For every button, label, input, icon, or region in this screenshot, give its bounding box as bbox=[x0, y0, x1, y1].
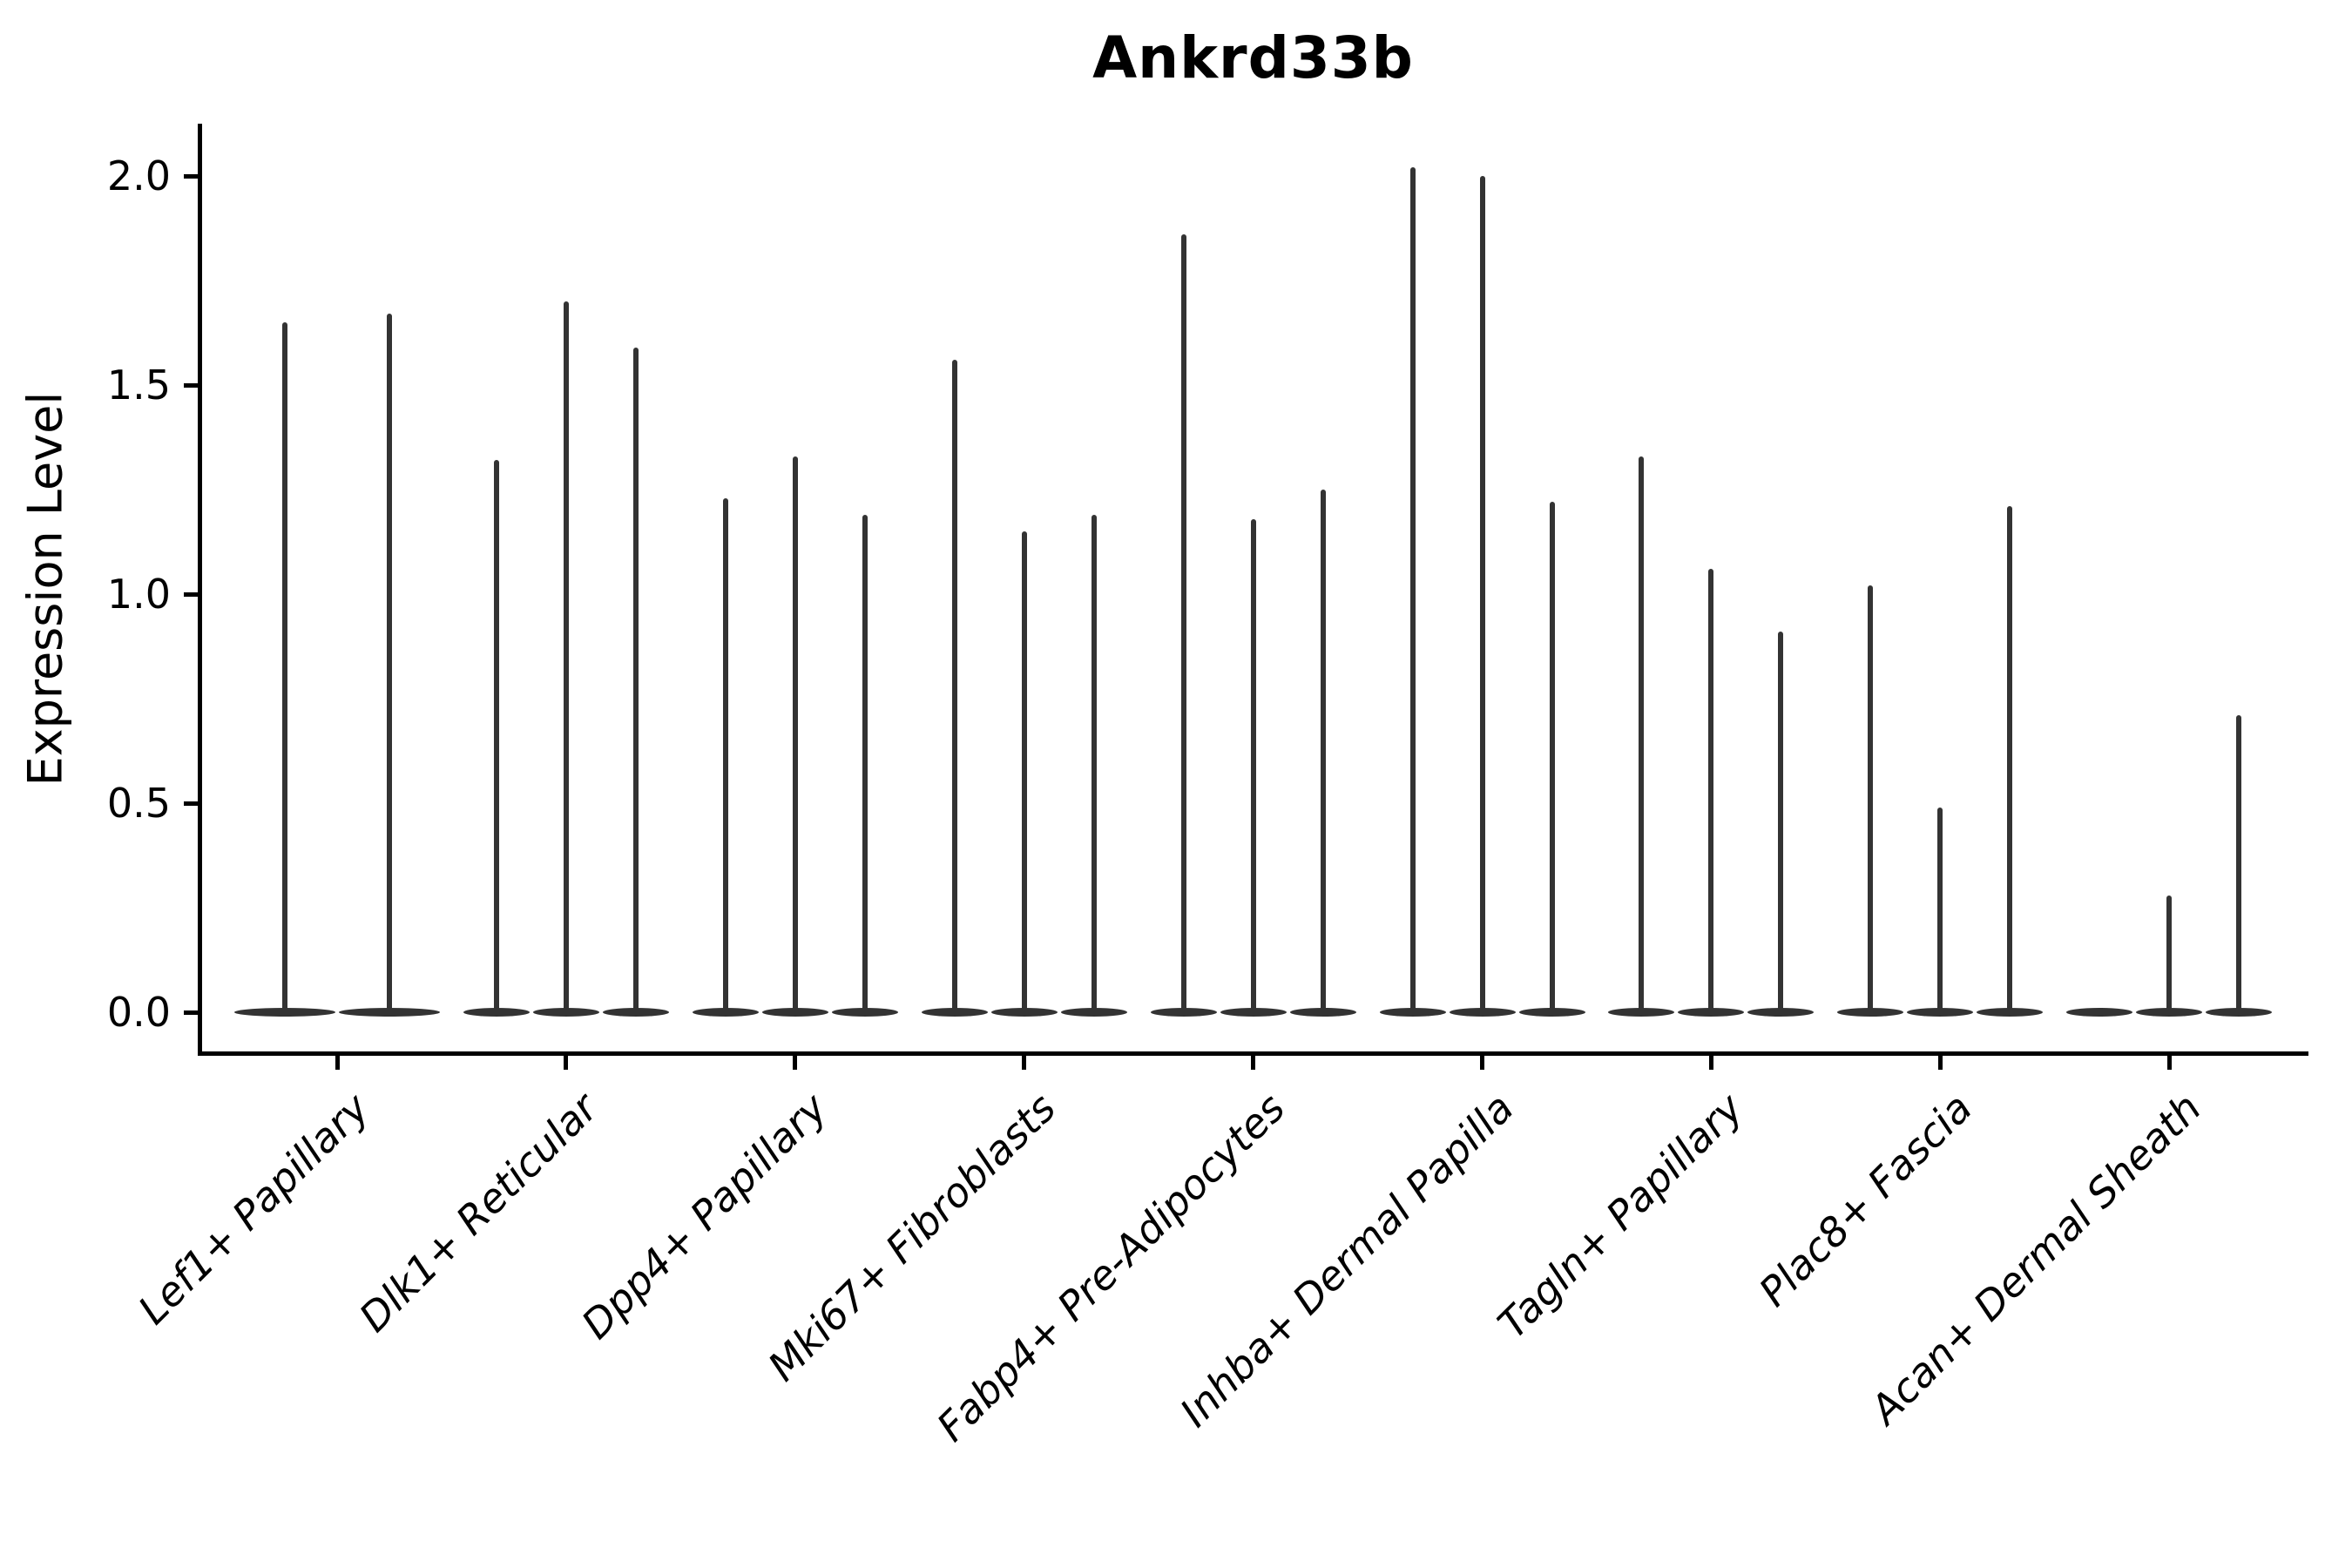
violin-spike bbox=[1479, 176, 1485, 1016]
violin-spike bbox=[951, 360, 957, 1016]
violin-spike bbox=[387, 314, 392, 1016]
violin-spike bbox=[722, 497, 728, 1016]
violin-spike bbox=[632, 347, 639, 1016]
violin-spike bbox=[1320, 490, 1326, 1016]
chart-title: Ankrd33b bbox=[1092, 24, 1414, 91]
x-tick-label: Plac8+ Fascia bbox=[1749, 1084, 1982, 1315]
y-tick-mark bbox=[184, 382, 198, 388]
x-tick-mark bbox=[564, 1056, 569, 1070]
violin-spike bbox=[282, 322, 287, 1016]
violin-spike bbox=[862, 514, 868, 1016]
y-tick-label: 1.0 bbox=[106, 571, 171, 618]
violin-spike bbox=[1868, 585, 1874, 1016]
y-tick-mark bbox=[184, 801, 198, 806]
violin-spike bbox=[1250, 518, 1256, 1016]
violin-spike bbox=[1639, 456, 1645, 1016]
x-tick-mark bbox=[1708, 1056, 1713, 1070]
y-tick-mark bbox=[184, 1010, 198, 1015]
y-axis-spine bbox=[198, 124, 202, 1056]
x-tick-label: Lef1+ Papillary bbox=[128, 1084, 378, 1334]
x-tick-mark bbox=[1480, 1056, 1484, 1070]
violin-spike bbox=[792, 456, 798, 1016]
y-tick-label: 1.5 bbox=[106, 362, 171, 409]
x-tick-mark bbox=[1022, 1056, 1027, 1070]
x-tick-mark bbox=[2166, 1056, 2172, 1070]
violin-spike bbox=[1091, 514, 1097, 1016]
y-tick-mark bbox=[184, 173, 198, 179]
violin-spike bbox=[563, 301, 569, 1016]
violin-body bbox=[2066, 1008, 2133, 1017]
violin-spike bbox=[1021, 531, 1027, 1016]
x-tick-label: Tagln+ Papillary bbox=[1488, 1084, 1753, 1348]
violin-spike bbox=[1409, 167, 1416, 1016]
x-tick-label: Dpp4+ Papillary bbox=[571, 1084, 836, 1348]
x-tick-mark bbox=[793, 1056, 798, 1070]
y-tick-mark bbox=[184, 591, 198, 597]
violin-spike bbox=[1549, 502, 1555, 1016]
violin-spike bbox=[1180, 234, 1186, 1016]
x-tick-label: Dlk1+ Reticular bbox=[350, 1084, 607, 1342]
x-tick-mark bbox=[1937, 1056, 1943, 1070]
violin-spike bbox=[2007, 506, 2013, 1016]
x-axis-spine bbox=[198, 1051, 2308, 1056]
y-tick-label: 0.0 bbox=[106, 989, 171, 1036]
violin-spike bbox=[493, 460, 499, 1016]
x-tick-mark bbox=[1251, 1056, 1256, 1070]
violin-spike bbox=[1708, 569, 1714, 1016]
violin-spike bbox=[1778, 632, 1784, 1016]
y-tick-label: 0.5 bbox=[106, 780, 171, 827]
violin-spike bbox=[1937, 807, 1943, 1016]
x-tick-mark bbox=[335, 1056, 340, 1070]
y-tick-label: 2.0 bbox=[106, 152, 171, 199]
violin-spike bbox=[2166, 895, 2173, 1016]
violin-spike bbox=[2236, 715, 2242, 1016]
